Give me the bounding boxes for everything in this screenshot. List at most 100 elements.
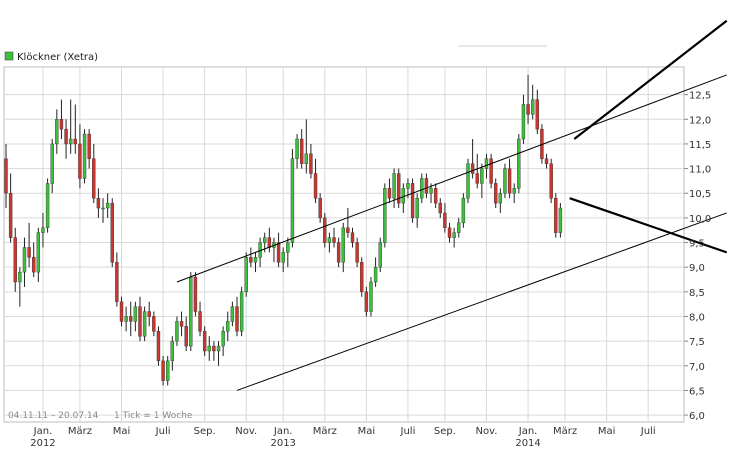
candle-body-up (281, 252, 285, 263)
candle-body-up (378, 242, 382, 268)
candle-body-down (138, 306, 142, 337)
candles (4, 74, 563, 386)
candle-body-down (475, 173, 479, 184)
y-axis: 6,0 6,5 7,0 7,5 8,0 8,5 9,0 9,5 10,0 10,5 11,0 11,5… (684, 91, 711, 422)
x-tick-label: Jan. (33, 426, 53, 437)
candle-body-up (530, 99, 535, 115)
y-tick-label: 7,5 (689, 337, 705, 348)
tick-info-label: 1 Tick = 1 Woche (114, 411, 193, 421)
candle-body-down (364, 291, 369, 312)
candle-body-down (360, 262, 364, 293)
candle-body-down (309, 153, 313, 174)
candle-body-up (18, 271, 22, 283)
trendlines (176, 19, 728, 391)
candle-body-down (152, 316, 156, 332)
candle-body-up (521, 104, 526, 140)
candle-body-up (480, 168, 484, 184)
candle-body-down (299, 138, 304, 164)
y-tick-label: 6,0 (689, 411, 705, 422)
y-tick-label: 10,5 (689, 189, 711, 200)
candle-body-down (64, 128, 68, 145)
y-tick-label: 6,5 (689, 386, 705, 397)
candle-body-up (466, 163, 470, 199)
candle-body-down (32, 257, 36, 273)
trendline-channel-lower (236, 212, 727, 391)
candle-body-up (327, 237, 332, 243)
candle-body-down (332, 237, 336, 243)
candle-body-down (336, 242, 341, 263)
candle-body-up (420, 178, 424, 199)
candle-body-down (549, 163, 553, 199)
trendline-wedge-upper (573, 19, 728, 140)
candle-body-up (41, 227, 45, 233)
candle-body-down (424, 178, 429, 194)
x-tick-label: März (553, 426, 577, 437)
candle-body-up (207, 345, 211, 352)
candle-body-down (438, 202, 442, 214)
candle-body-down (198, 311, 202, 332)
candle-body-up (230, 306, 235, 322)
y-tick-label: 12,5 (689, 91, 711, 102)
candle-body-up (253, 257, 258, 263)
candle-body-up (457, 222, 461, 233)
candle-body-down (544, 158, 549, 164)
candle-body-down (184, 326, 188, 347)
candle-body-down (313, 173, 318, 199)
x-tick-label: Jan. (518, 426, 538, 437)
y-tick-label: 11,0 (689, 165, 711, 176)
y-tick-label: 9,0 (689, 263, 705, 274)
candle-body-up (105, 202, 110, 209)
candle-body-down (350, 232, 355, 243)
candle-body-up (221, 331, 225, 347)
x-tick-label: Nov. (235, 426, 257, 437)
candle-body-up (50, 143, 54, 184)
candle-body-down (4, 158, 8, 194)
candle-body-up (415, 197, 419, 219)
candle-body-up (290, 158, 295, 243)
candle-body-up (341, 227, 345, 263)
candle-body-down (318, 197, 322, 219)
candle-body-up (165, 360, 170, 381)
x-tick-label: Jan. (273, 426, 293, 437)
candle-body-down (346, 227, 350, 233)
candle-body-up (558, 207, 563, 233)
y-tick-label: 9,5 (689, 239, 705, 250)
x-tick-label: März (68, 426, 92, 437)
candle-body-down (276, 242, 281, 263)
candle-body-up (401, 188, 406, 204)
candle-body-up (295, 138, 299, 159)
candle-body-up (498, 193, 503, 204)
candle-body-up (503, 168, 507, 194)
x-tick-label: Mai (358, 426, 376, 437)
candle-body-down (147, 311, 151, 317)
candle-body-down (179, 321, 184, 327)
candle-body-up (406, 183, 410, 189)
candle-body-down (110, 202, 114, 263)
candle-body-up (82, 133, 87, 179)
candle-body-down (129, 316, 133, 322)
x-year-label: 2012 (30, 438, 55, 449)
candle-body-down (249, 257, 253, 263)
candle-body-down (92, 158, 96, 199)
candle-body-up (286, 242, 290, 253)
candle-body-down (410, 183, 415, 219)
candle-body-up (244, 257, 248, 293)
candle-body-down (27, 247, 31, 258)
candle-body-up (216, 345, 221, 352)
candle-body-down (489, 158, 493, 184)
candle-body-up (373, 266, 378, 283)
candle-body-down (447, 227, 452, 238)
candle-body-down (470, 163, 475, 174)
date-range-label: 04.11.11 – 20.07.14 (8, 411, 99, 421)
candle-body-down (96, 197, 101, 209)
candle-body-up (383, 188, 387, 243)
candle-body-down (433, 188, 438, 204)
grid (4, 67, 684, 422)
y-tick-label: 12,0 (689, 115, 711, 126)
y-tick-label: 11,5 (689, 140, 711, 151)
x-year-label: 2014 (515, 438, 540, 449)
candle-body-down (13, 237, 17, 283)
x-tick-label: Sep. (434, 426, 456, 437)
